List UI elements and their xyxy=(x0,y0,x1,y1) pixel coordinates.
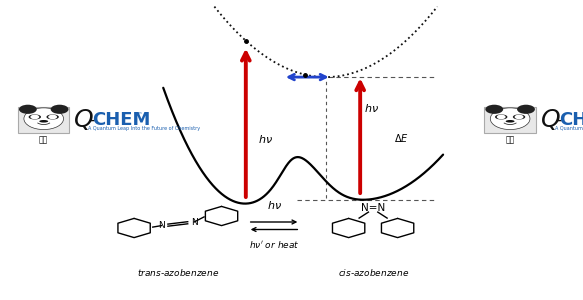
Text: $\mathbf{\mathit{Q}}$: $\mathbf{\mathit{Q}}$ xyxy=(73,107,94,133)
Text: $\Delta E$: $\Delta E$ xyxy=(395,132,409,144)
Text: CHEM: CHEM xyxy=(92,111,150,129)
Ellipse shape xyxy=(495,114,507,119)
Ellipse shape xyxy=(505,120,515,122)
Text: $\mathit{cis}$-azobenzene: $\mathit{cis}$-azobenzene xyxy=(338,268,409,278)
Text: $h\nu$: $h\nu$ xyxy=(364,102,379,114)
Text: CHEM: CHEM xyxy=(559,111,583,129)
Text: ™: ™ xyxy=(136,113,142,118)
Circle shape xyxy=(48,115,57,119)
Circle shape xyxy=(517,105,535,114)
Circle shape xyxy=(19,105,37,114)
Circle shape xyxy=(51,105,69,114)
Ellipse shape xyxy=(490,108,530,130)
Bar xyxy=(484,107,536,133)
Text: -: - xyxy=(89,111,95,129)
Text: A Quantum Leap Into the Future of Chemistry: A Quantum Leap Into the Future of Chemis… xyxy=(555,126,583,131)
Ellipse shape xyxy=(29,114,41,119)
Text: 上号: 上号 xyxy=(505,136,515,145)
Text: $h\nu'$ or heat: $h\nu'$ or heat xyxy=(249,238,299,250)
Text: A Quantum Leap Into the Future of Chemistry: A Quantum Leap Into the Future of Chemis… xyxy=(89,126,201,131)
Text: $\mathit{trans}$-azobenzene: $\mathit{trans}$-azobenzene xyxy=(137,268,219,278)
Ellipse shape xyxy=(39,120,48,122)
Ellipse shape xyxy=(47,114,59,119)
Text: $h\nu$: $h\nu$ xyxy=(258,133,273,145)
Text: $h\nu$: $h\nu$ xyxy=(266,199,282,211)
Text: 上号: 上号 xyxy=(39,136,48,145)
Circle shape xyxy=(497,115,505,119)
Text: $\mathbf{\mathit{Q}}$: $\mathbf{\mathit{Q}}$ xyxy=(540,107,560,133)
Text: N: N xyxy=(158,220,165,230)
Text: N: N xyxy=(191,218,198,227)
Text: N=N: N=N xyxy=(361,203,385,213)
Circle shape xyxy=(485,105,503,114)
Ellipse shape xyxy=(513,114,525,119)
Bar xyxy=(18,107,69,133)
Circle shape xyxy=(515,115,524,119)
Ellipse shape xyxy=(24,108,64,130)
Circle shape xyxy=(30,115,39,119)
Text: -: - xyxy=(555,111,561,129)
